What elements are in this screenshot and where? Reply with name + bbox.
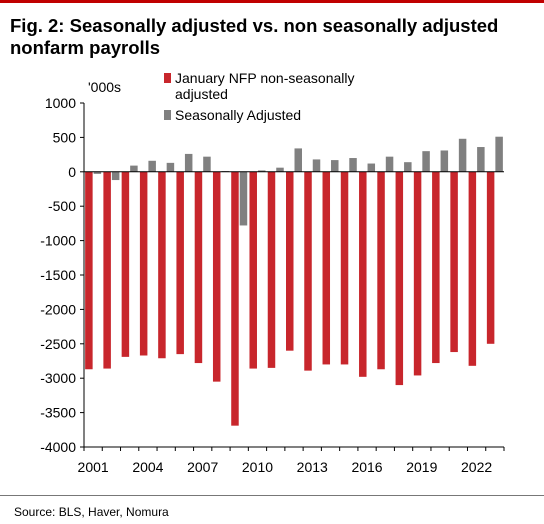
bar-sa-2004	[148, 160, 156, 172]
bar-nsa-2018	[395, 171, 404, 386]
bar-sa-2022	[477, 147, 485, 172]
x-tick-label-2022: 2022	[461, 459, 492, 475]
x-tick-label-2007: 2007	[187, 459, 218, 475]
x-tick-label-2016: 2016	[351, 459, 382, 475]
bar-sa-2013	[312, 159, 321, 172]
bar-sa-2021	[458, 138, 467, 172]
y-tick-label: -2000	[40, 301, 76, 317]
y-tick-label: 500	[53, 129, 77, 145]
bar-sa-2018	[404, 162, 412, 172]
x-tick-label-2004: 2004	[132, 459, 163, 475]
bar-sa-2006	[184, 153, 193, 172]
bar-nsa-2004	[139, 171, 148, 356]
bar-sa-2009	[239, 171, 248, 226]
legend-swatch-nsa	[164, 73, 171, 83]
legend-label-nsa: January NFP non-seasonally adjusted	[175, 70, 358, 102]
bar-nsa-2014	[322, 171, 331, 365]
y-tick-label: -500	[48, 198, 76, 214]
y-axis-unit-label: '000s	[88, 79, 121, 95]
bar-sa-2014	[331, 160, 339, 172]
x-tick-label-2019: 2019	[406, 459, 437, 475]
bar-sa-2005	[166, 162, 175, 172]
bar-nsa-2013	[304, 171, 312, 371]
bar-nsa-2001	[85, 171, 93, 370]
legend-swatch-sa	[164, 110, 171, 120]
bar-sa-2019	[422, 151, 430, 172]
figure-title: Fig. 2: Seasonally adjusted vs. non seas…	[10, 15, 499, 58]
bar-nsa-2002	[103, 171, 111, 369]
bottom-rule	[0, 495, 544, 496]
bar-nsa-2023	[486, 171, 495, 344]
legend-label-sa: Seasonally Adjusted	[175, 107, 301, 123]
bar-nsa-2012	[286, 171, 294, 351]
bar-nsa-2007	[194, 171, 203, 364]
bar-sa-2020	[440, 150, 449, 172]
x-axis-ticks: 2001 2004 2007 2010 2013 2016 2019 2022	[78, 447, 505, 475]
source-note: Source: BLS, Haver, Nomura	[14, 505, 169, 519]
y-tick-label: -1000	[40, 233, 76, 249]
bar-sa-2011	[276, 167, 284, 172]
y-tick-label: -1500	[40, 267, 76, 283]
bar-sa-2017	[385, 156, 394, 172]
bar-sa-2003	[130, 165, 138, 172]
bar-nsa-2006	[176, 171, 184, 355]
top-accent-rule	[0, 0, 544, 3]
bar-nsa-2011	[267, 171, 276, 368]
y-tick-label: 1000	[45, 95, 76, 111]
bar-sa-2015	[349, 158, 357, 172]
legend: January NFP non-seasonally adjusted Seas…	[164, 70, 358, 123]
bar-sa-2023	[495, 136, 503, 172]
y-axis-ticks: 1000 500 0 -500 -1000 -1500 -2000 -2500 -3000 -35…	[40, 95, 84, 455]
y-tick-label: -4000	[40, 439, 76, 455]
y-tick-label: -3000	[40, 370, 76, 386]
x-tick-label-2010: 2010	[242, 459, 273, 475]
y-tick-label: -2500	[40, 336, 76, 352]
bar-sa-2002	[111, 171, 120, 181]
x-tick-label-2013: 2013	[297, 459, 328, 475]
bar-nsa-2017	[377, 171, 385, 370]
bar-nsa-2003	[121, 171, 130, 357]
bar-sa-2007	[203, 156, 211, 172]
y-tick-label: 0	[68, 164, 76, 180]
chart: 1000 500 0 -500 -1000 -1500 -2000 -2500 -3000 -35…	[40, 70, 505, 475]
bar-nsa-2009	[231, 171, 239, 426]
bar-nsa-2015	[340, 171, 349, 365]
plot-area: 1000 500 0 -500 -1000 -1500 -2000 -2500 -3000 -35…	[40, 95, 505, 475]
bars	[85, 136, 503, 426]
bar-nsa-2010	[249, 171, 257, 369]
bar-nsa-2016	[359, 171, 367, 377]
bar-sa-2010	[257, 170, 266, 172]
bar-nsa-2019	[413, 171, 422, 376]
x-tick-label-2001: 2001	[78, 459, 109, 475]
bar-nsa-2020	[432, 171, 440, 364]
bar-nsa-2022	[468, 171, 477, 366]
bar-nsa-2008	[212, 171, 221, 382]
bar-sa-2001	[93, 171, 102, 174]
y-tick-label: -3500	[40, 405, 76, 421]
bar-sa-2012	[294, 148, 302, 172]
bar-nsa-2005	[158, 171, 166, 359]
bar-nsa-2021	[450, 171, 458, 353]
bar-sa-2016	[367, 163, 376, 172]
